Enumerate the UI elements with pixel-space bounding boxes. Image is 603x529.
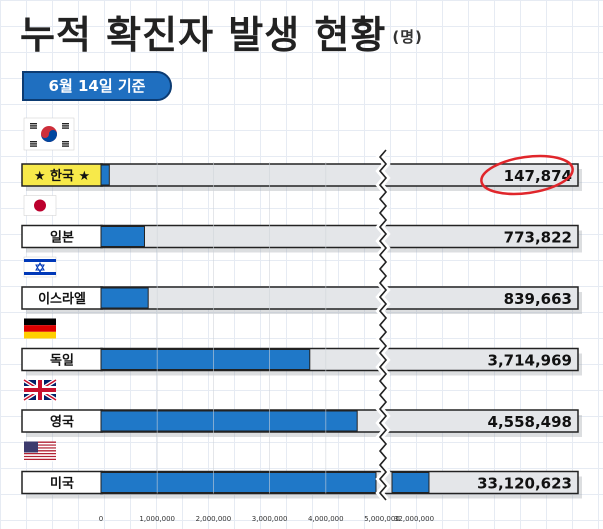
value-label: 839,663 <box>504 290 572 308</box>
flag-il-icon <box>23 256 57 278</box>
flag-jp-icon <box>23 195 57 216</box>
value-label: 33,120,623 <box>477 475 572 493</box>
data-bar <box>100 226 145 247</box>
data-bar <box>100 164 110 186</box>
country-label: 영국 <box>50 415 74 430</box>
value-label: 773,822 <box>504 229 572 247</box>
x-tick-label: 4,000,000 <box>308 515 344 523</box>
country-label: 미국 <box>50 476 74 492</box>
data-bar <box>100 287 149 309</box>
x-tick-label: 1,000,000 <box>139 515 175 523</box>
country-label: 독일 <box>50 354 74 369</box>
data-bar <box>100 410 358 432</box>
data-bar <box>100 349 311 370</box>
flag-kr-icon <box>23 117 75 151</box>
data-bar <box>100 472 377 493</box>
x-tick-label: 32,000,000 <box>394 515 434 523</box>
flag-us-icon <box>24 441 56 462</box>
value-label: 147,874 <box>504 167 572 185</box>
x-tick-label: 0 <box>99 515 103 523</box>
title-text: 누적 확진자 발생 현황 <box>20 13 387 57</box>
date-badge: 6월 14일 기준 <box>22 71 172 101</box>
country-label: ★ 한국 ★ <box>34 168 90 184</box>
country-label: 일본 <box>50 231 74 246</box>
data-bar-continued <box>391 472 430 493</box>
country-label: 이스라엘 <box>38 291 86 307</box>
page-title: 누적 확진자 발생 현황 (명) <box>20 4 423 59</box>
x-tick-label: 5,000,000 <box>364 515 400 523</box>
highlight-circle <box>480 154 574 196</box>
value-label: 3,714,969 <box>488 352 572 370</box>
flag-de-icon <box>24 318 56 339</box>
x-tick-label: 2,000,000 <box>196 515 232 523</box>
unit-label: (명) <box>392 28 423 46</box>
axis-break <box>378 149 388 501</box>
value-label: 4,558,498 <box>488 413 572 431</box>
flag-gb-icon <box>22 378 58 402</box>
x-tick-label: 3,000,000 <box>252 515 288 523</box>
